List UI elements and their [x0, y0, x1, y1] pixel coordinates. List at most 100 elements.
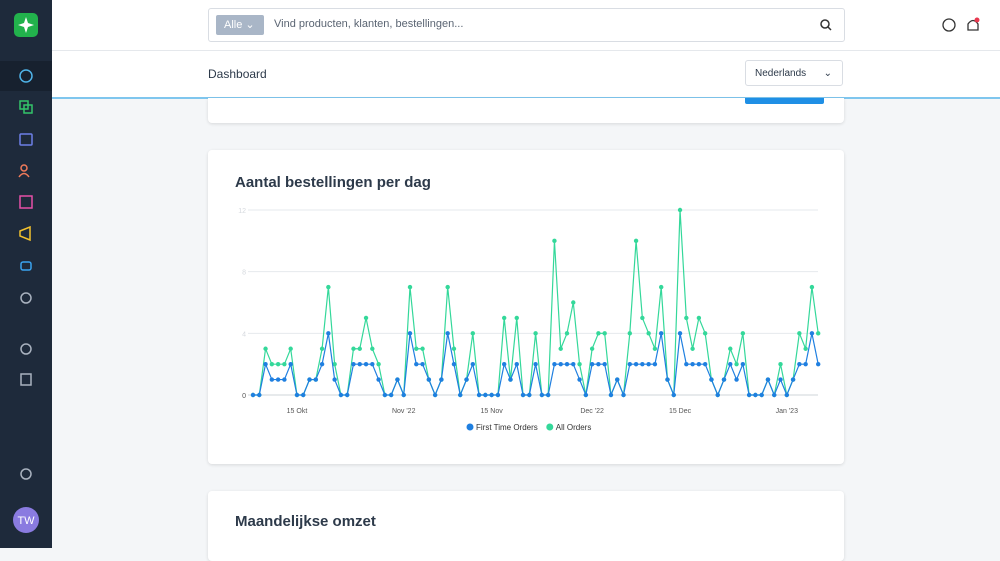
top-bar: Alle ⌄ Vind producten, klanten, bestelli…: [52, 0, 1000, 51]
data-point: [407, 284, 413, 290]
nav-dashboard[interactable]: [19, 69, 33, 83]
nav-orders[interactable]: [19, 133, 33, 146]
data-point: [797, 331, 802, 336]
nav-customers[interactable]: [20, 164, 28, 172]
data-point: [489, 392, 494, 398]
data-point: [288, 346, 293, 351]
data-point: [319, 346, 325, 351]
data-point: [734, 361, 739, 367]
data-point: [269, 377, 275, 382]
data-point: [445, 331, 450, 336]
data-point: [696, 361, 702, 367]
data-point: [816, 331, 821, 336]
scope-label: Alle: [224, 19, 243, 31]
data-point: [564, 331, 570, 336]
data-point: [388, 392, 394, 398]
data-point: [552, 361, 557, 367]
y-tick-label: 8: [242, 270, 246, 277]
data-point: [351, 346, 356, 351]
search-box[interactable]: Alle ⌄ Vind producten, klanten, bestelli…: [208, 8, 845, 42]
nav-store[interactable]: [20, 373, 32, 386]
data-point: [382, 392, 388, 398]
data-point: [558, 346, 563, 351]
nav-integrations[interactable]: [20, 261, 32, 271]
data-point: [690, 346, 695, 351]
legend-swatch: [466, 423, 474, 431]
data-point: [533, 361, 538, 367]
data-point: [608, 392, 614, 398]
data-point: [589, 361, 595, 367]
data-point: [740, 331, 746, 336]
sidebar-icons: TW: [0, 13, 52, 533]
data-point: [659, 284, 664, 290]
data-point: [702, 331, 708, 336]
data-point: [533, 331, 538, 336]
data-point: [646, 361, 651, 367]
active-item: [0, 61, 52, 91]
nav-settings[interactable]: [20, 292, 32, 304]
data-point: [665, 377, 670, 382]
data-point: [816, 361, 821, 367]
data-point: [621, 392, 626, 398]
data-point: [414, 346, 419, 351]
data-point: [721, 377, 727, 382]
data-point: [332, 361, 337, 367]
notification-dot: [974, 17, 980, 23]
x-tick-label: 15 Dec: [669, 408, 692, 415]
bell-icon[interactable]: [967, 19, 979, 31]
data-point: [345, 392, 350, 398]
data-point: [370, 361, 375, 367]
nav-help[interactable]: [20, 468, 32, 480]
data-point: [659, 331, 664, 336]
language-select[interactable]: Nederlands ⌄: [745, 60, 843, 86]
data-point: [502, 361, 507, 367]
help-icon[interactable]: [942, 18, 956, 32]
data-point: [702, 361, 708, 367]
data-point: [376, 377, 381, 382]
data-point: [602, 331, 607, 336]
data-point: [263, 346, 268, 351]
data-point: [420, 361, 425, 367]
data-point: [508, 377, 513, 382]
card-button[interactable]: [745, 98, 824, 104]
data-point: [740, 361, 746, 367]
search-icon[interactable]: [819, 18, 833, 32]
y-tick-label: 4: [242, 331, 246, 338]
x-tick-label: Jan '23: [776, 408, 798, 415]
data-point: [571, 300, 576, 305]
y-tick-label: 12: [238, 208, 246, 215]
data-point: [451, 346, 457, 351]
data-point: [803, 361, 808, 367]
nav-add[interactable]: [20, 343, 32, 355]
nav-marketing[interactable]: [19, 225, 31, 242]
sidebar: TW: [0, 0, 52, 548]
data-point: [370, 346, 375, 351]
data-point: [684, 315, 689, 321]
data-point: [326, 284, 331, 290]
chart-title: Aantal bestellingen per dag: [235, 174, 431, 191]
data-point: [684, 361, 689, 367]
data-point: [401, 392, 406, 398]
data-point: [338, 392, 344, 398]
data-point: [602, 361, 607, 367]
nav-content[interactable]: [19, 195, 33, 209]
data-point: [445, 284, 450, 290]
data-point: [646, 331, 651, 336]
data-point: [288, 361, 293, 367]
data-point: [652, 361, 658, 367]
data-point: [571, 361, 576, 367]
avatar[interactable]: [13, 507, 39, 533]
previous-card: [208, 98, 844, 123]
chart: Aantal bestellingen per dag 0 4 8 12 15 Okt N…: [235, 174, 821, 432]
data-point: [514, 361, 519, 367]
data-point: [313, 377, 318, 382]
data-point: [583, 392, 589, 398]
search-scope[interactable]: Alle ⌄: [216, 15, 264, 35]
sub-header: Dashboard Nederlands ⌄: [52, 51, 1000, 99]
data-point: [502, 315, 507, 321]
data-point: [790, 377, 796, 382]
data-point: [451, 361, 457, 367]
data-point: [709, 377, 714, 382]
data-point: [476, 392, 482, 398]
